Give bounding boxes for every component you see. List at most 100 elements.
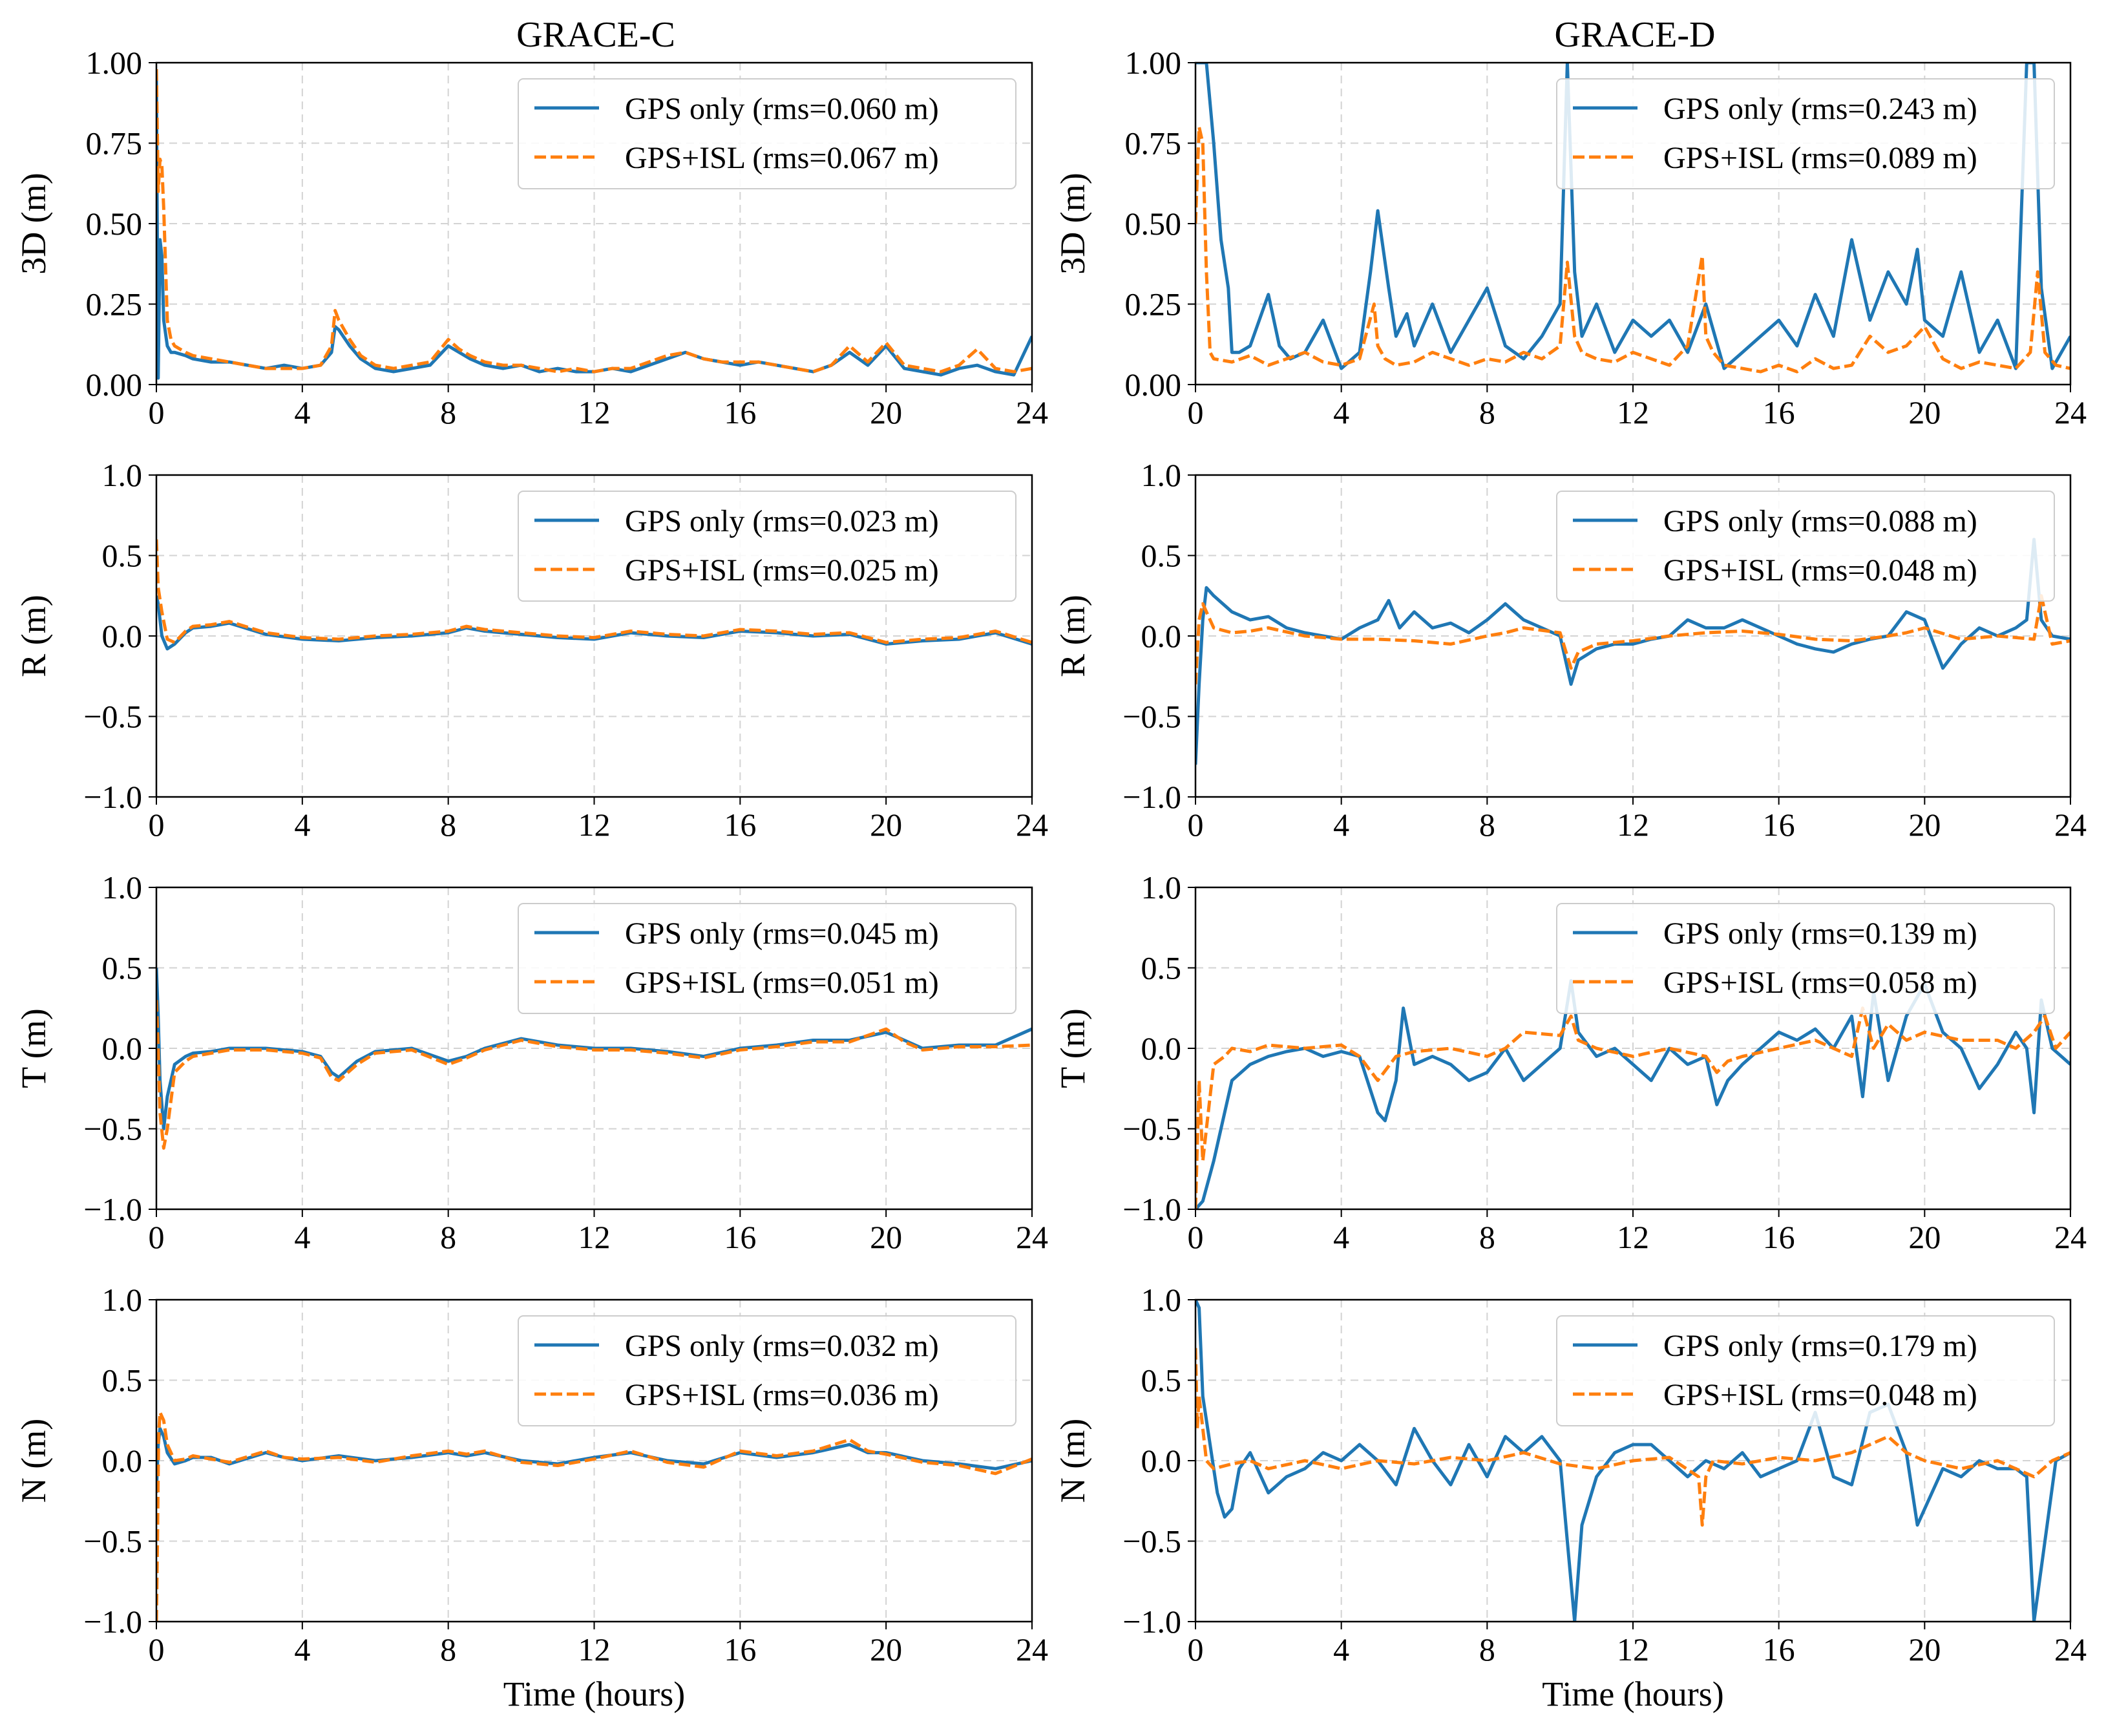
series-line-gps-isl xyxy=(156,69,1032,374)
y-tick-label: 0.75 xyxy=(1125,125,1182,162)
y-tick-label: 0.25 xyxy=(86,286,143,323)
y-tick-label: 0.75 xyxy=(86,125,143,162)
x-tick-label: 20 xyxy=(1908,1219,1941,1255)
x-tick-label: 24 xyxy=(1016,394,1048,430)
legend-label: GPS+ISL (rms=0.058 m) xyxy=(1663,966,1977,1000)
x-tick-label: 24 xyxy=(1016,1219,1048,1255)
y-tick-label: 1.0 xyxy=(102,869,143,905)
y-tick-label: −0.5 xyxy=(1122,1523,1181,1560)
x-tick-label: 12 xyxy=(1617,1219,1649,1255)
legend-box xyxy=(1556,903,2055,1014)
series-line-gps-only xyxy=(1195,538,2070,765)
legend: GPS only (rms=0.139 m) GPS+ISL (rms=0.058… xyxy=(1556,903,2055,1014)
legend: GPS only (rms=0.179 m) GPS+ISL (rms=0.048… xyxy=(1556,1315,2055,1426)
legend-label: GPS only (rms=0.060 m) xyxy=(625,92,939,126)
x-tick-label: 12 xyxy=(1617,394,1649,430)
y-axis-label: N (m) xyxy=(14,1419,53,1503)
x-tick-label: 24 xyxy=(2054,394,2087,430)
x-tick-label: 0 xyxy=(149,1219,165,1255)
x-tick-label: 16 xyxy=(724,394,756,430)
y-tick-label: −0.5 xyxy=(1122,1111,1181,1147)
x-tick-label: 24 xyxy=(2054,1219,2087,1255)
legend-box xyxy=(1556,78,2055,189)
x-tick-label: 8 xyxy=(1479,1631,1495,1667)
series-group xyxy=(1195,1300,2070,1622)
series-line-gps-isl xyxy=(1195,1006,2070,1209)
y-tick-label: 1.0 xyxy=(1141,1282,1182,1318)
series-line-gps-only xyxy=(1195,63,2070,370)
y-tick-label: 0.0 xyxy=(1141,1443,1182,1479)
legend: GPS only (rms=0.088 m) GPS+ISL (rms=0.048… xyxy=(1556,491,2055,602)
series-line-gps-isl xyxy=(1195,594,2070,684)
y-axis-label: T (m) xyxy=(1053,1008,1092,1088)
y-tick-label: 0.0 xyxy=(1141,618,1182,654)
series-line-gps-isl xyxy=(156,1000,1032,1150)
x-tick-label: 12 xyxy=(578,1631,611,1667)
x-tick-label: 0 xyxy=(1188,807,1204,843)
legend-label: GPS+ISL (rms=0.036 m) xyxy=(625,1378,939,1412)
y-tick-label: 0.0 xyxy=(102,1443,143,1479)
x-tick-label: 24 xyxy=(1016,807,1048,843)
legend: GPS only (rms=0.032 m) GPS+ISL (rms=0.036… xyxy=(518,1315,1016,1426)
legend-label: GPS only (rms=0.045 m) xyxy=(625,916,939,951)
series-group xyxy=(1195,63,2070,374)
x-tick-label: 4 xyxy=(294,807,310,843)
series-group xyxy=(156,69,1032,380)
chart-panel-c-3d: 0 4 8 12 16 20 24 0.00 0.25 0.50 0.75 1.00 3D (m) GPS… xyxy=(14,45,1048,430)
x-tick-label: 4 xyxy=(1333,394,1349,430)
x-tick-label: 8 xyxy=(440,807,456,843)
x-tick-label: 24 xyxy=(2054,1631,2087,1667)
x-tick-label: 20 xyxy=(1908,394,1941,430)
x-tick-label: 0 xyxy=(1188,394,1204,430)
plot-frame xyxy=(1194,886,2072,1211)
chart-panel-d-3d: 0 4 8 12 16 20 24 0.00 0.25 0.50 0.75 1.00 3D (m) GPS… xyxy=(1053,45,2087,430)
y-tick-label: 0.5 xyxy=(1141,538,1182,574)
x-tick-label: 0 xyxy=(149,807,165,843)
y-tick-label: 0.5 xyxy=(102,950,143,986)
plot-frame xyxy=(1194,1298,2072,1623)
x-tick-label: 4 xyxy=(1333,1631,1349,1667)
y-tick-label: 0.5 xyxy=(102,1362,143,1399)
y-tick-label: −0.5 xyxy=(83,1523,142,1560)
legend-label: GPS+ISL (rms=0.048 m) xyxy=(1663,1378,1977,1412)
x-tick-label: 4 xyxy=(294,1219,310,1255)
y-tick-label: −1.0 xyxy=(83,1191,142,1227)
series-line-gps-only xyxy=(156,595,1032,651)
x-tick-label: 16 xyxy=(724,1219,756,1255)
x-tick-label: 4 xyxy=(294,1631,310,1667)
legend-box xyxy=(518,903,1016,1014)
legend-label: GPS only (rms=0.243 m) xyxy=(1663,92,1977,126)
y-tick-label: −0.5 xyxy=(1122,699,1181,735)
series-group xyxy=(1195,538,2070,765)
x-tick-label: 4 xyxy=(1333,807,1349,843)
x-tick-label: 4 xyxy=(294,394,310,430)
y-tick-label: 1.0 xyxy=(1141,457,1182,493)
x-tick-label: 16 xyxy=(1763,1631,1795,1667)
y-axis-label: T (m) xyxy=(14,1008,53,1088)
series-line-gps-isl xyxy=(1195,1348,2070,1527)
x-tick-label: 4 xyxy=(1333,1219,1349,1255)
chart-panel-d-n: 0 4 8 12 16 20 24 −1.0 −0.5 0.0 0.5 1.0 N (m) Time (h… xyxy=(1053,1282,2087,1713)
x-tick-label: 20 xyxy=(1908,1631,1941,1667)
legend: GPS only (rms=0.060 m) GPS+ISL (rms=0.067… xyxy=(518,78,1016,189)
y-tick-label: −1.0 xyxy=(1122,779,1181,815)
y-axis-label: R (m) xyxy=(1053,595,1092,677)
series-line-gps-isl xyxy=(156,1410,1032,1622)
chart-panel-d-t: 0 4 8 12 16 20 24 −1.0 −0.5 0.0 0.5 1.0 T (m) GPS onl… xyxy=(1053,869,2087,1255)
y-tick-label: 0.5 xyxy=(102,538,143,574)
y-tick-label: 0.25 xyxy=(1125,286,1182,323)
legend-label: GPS only (rms=0.088 m) xyxy=(1663,504,1977,538)
chart-panel-c-t: 0 4 8 12 16 20 24 −1.0 −0.5 0.0 0.5 1.0 T (m) GPS onl… xyxy=(14,869,1048,1255)
y-tick-label: 0.0 xyxy=(1141,1030,1182,1066)
column-title-grace-c: GRACE-C xyxy=(516,15,675,55)
x-tick-label: 16 xyxy=(724,807,756,843)
x-tick-label: 0 xyxy=(1188,1631,1204,1667)
y-axis-label: 3D (m) xyxy=(14,173,53,274)
y-tick-label: −0.5 xyxy=(83,699,142,735)
legend-box xyxy=(518,78,1016,189)
series-group xyxy=(156,968,1032,1150)
legend-label: GPS+ISL (rms=0.025 m) xyxy=(625,553,939,587)
legend: GPS only (rms=0.045 m) GPS+ISL (rms=0.051… xyxy=(518,903,1016,1014)
chart-panel-c-n: 0 4 8 12 16 20 24 −1.0 −0.5 0.0 0.5 1.0 N (m) Time (h… xyxy=(14,1282,1048,1713)
x-tick-label: 12 xyxy=(578,394,611,430)
